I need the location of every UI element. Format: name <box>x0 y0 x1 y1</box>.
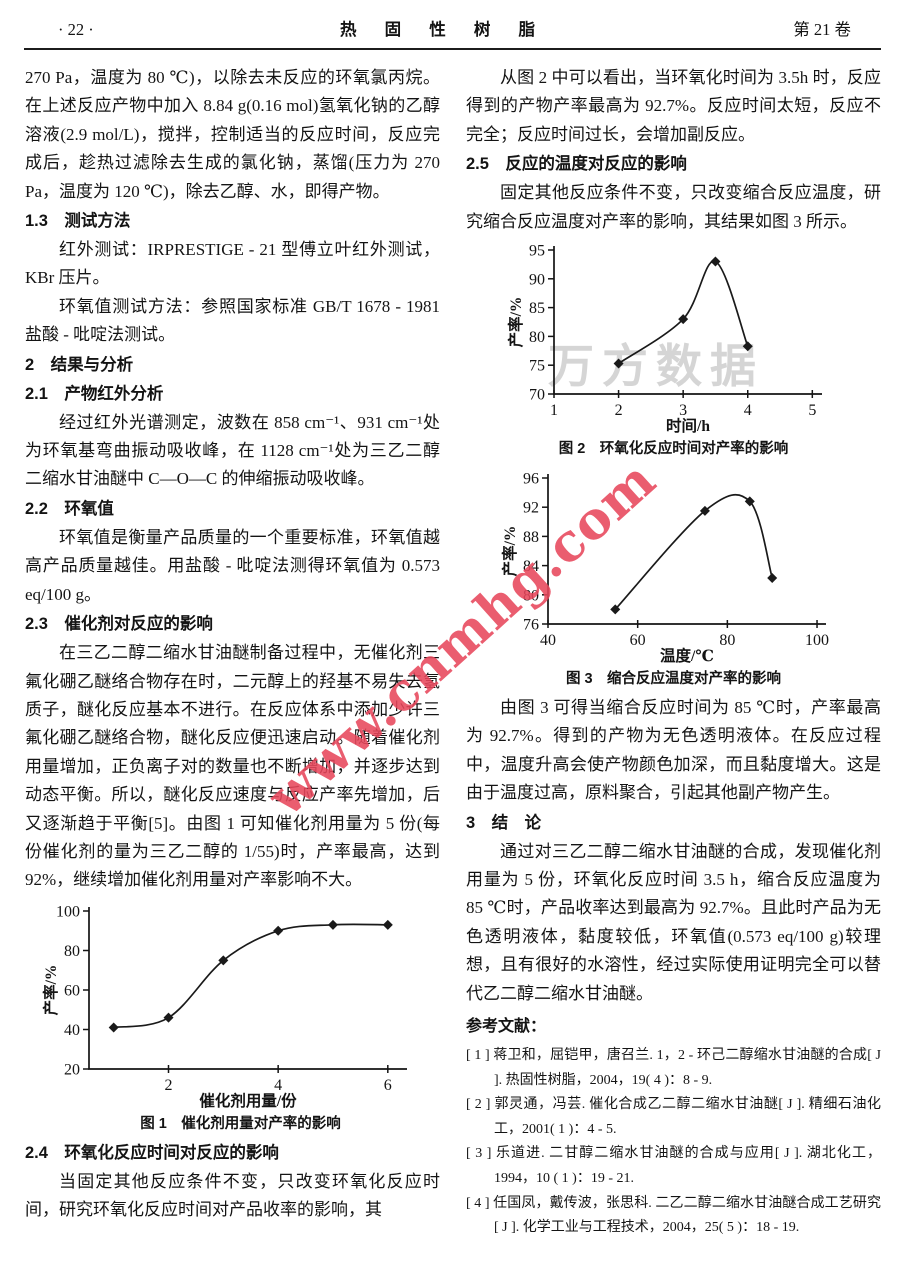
paragraph-figure3-discussion: 由图 3 可得当缩合反应时间为 85 ℃时，产率最高为 92.7%。得到的产物为… <box>466 698 881 803</box>
svg-text:80: 80 <box>523 587 539 604</box>
svg-text:40: 40 <box>64 1022 80 1039</box>
heading-2-2-epoxy-value: 2.2 环氧值 <box>25 499 114 518</box>
svg-text:4: 4 <box>274 1077 282 1094</box>
paragraph-experiment-continuation: 270 Pa，温度为 80 ℃)，以除去未反应的环氧氯丙烷。在上述反应产物中加入… <box>25 68 440 201</box>
svg-text:20: 20 <box>64 1061 80 1078</box>
reference-item-1: [ 1 ] 蒋卫和，屈铠甲，唐召兰. 1，2 - 环己二醇缩水甘油醚的合成[ J… <box>466 1048 881 1088</box>
svg-text:温度/℃: 温度/℃ <box>660 646 714 665</box>
paragraph-figure2-discussion: 从图 2 中可以看出，当环氧化时间为 3.5h 时，反应得到的产物产率最高为 9… <box>466 68 881 144</box>
svg-text:催化剂用量/份: 催化剂用量/份 <box>199 1091 297 1110</box>
svg-text:88: 88 <box>523 529 539 546</box>
paragraph-epoxy-value: 环氧值是衡量产品质量的一个重要标准，环氧值越高产品质量越佳。用盐酸 - 吡啶法测… <box>25 527 440 604</box>
svg-text:产率/%: 产率/% <box>500 526 519 577</box>
svg-text:75: 75 <box>529 358 545 375</box>
reference-item-4: [ 4 ] 任国凤，戴传波，张思科. 二乙二醇二缩水甘油醚合成工艺研究[ J ]… <box>466 1195 881 1236</box>
heading-2-5-temperature-effect: 2.5 反应的温度对反应的影响 <box>466 155 687 174</box>
svg-text:6: 6 <box>384 1077 392 1094</box>
svg-text:76: 76 <box>523 617 539 634</box>
svg-text:80: 80 <box>529 329 545 346</box>
journal-title: 热 固 性 树 脂 <box>340 20 547 39</box>
paragraph-catalyst-effect: 在三乙二醇二缩水甘油醚制备过程中，无催化剂三氟化硼乙醚络合物存在时，二元醇上的羟… <box>25 643 440 890</box>
svg-text:时间/h: 时间/h <box>666 416 710 435</box>
svg-text:3: 3 <box>679 402 687 419</box>
page-number: · 22 · <box>58 20 94 39</box>
two-column-body: 270 Pa，温度为 80 ℃)，以除去未反应的环氧氯丙烷。在上述反应产物中加入… <box>0 50 905 1241</box>
paragraph-ir-test: 红外测试：IRPRESTIGE - 21 型傅立叶红外测试，KBr 压片。 <box>25 240 440 288</box>
paragraph-epoxidation-time-intro: 当固定其他反应条件不变，只改变环氧化反应时间，研究环氧化反应时间对产品收率的影响… <box>25 1171 440 1220</box>
svg-text:产率/%: 产率/% <box>41 964 60 1015</box>
figure-2-caption: 图 2 环氧化反应时间对产率的影响 <box>558 441 789 458</box>
svg-text:1: 1 <box>550 402 558 419</box>
references-title: 参考文献： <box>466 1018 547 1036</box>
figure-2-line-chart: 70 75 80 85 90 95 1 2 3 4 5 时间/h 产率/% <box>506 240 881 438</box>
svg-text:60: 60 <box>64 982 80 999</box>
svg-text:100: 100 <box>805 632 829 649</box>
heading-2-1-ir-analysis: 2.1 产物红外分析 <box>25 384 164 403</box>
paragraph-temperature-intro: 固定其他反应条件不变，只改变缩合反应温度，研究缩合反应温度对产率的影响，其结果如… <box>466 183 881 231</box>
svg-text:85: 85 <box>529 300 545 317</box>
reference-item-3: [ 3 ] 乐道进. 二甘醇二缩水甘油醚的合成与应用[ J ]. 湖北化工，19… <box>466 1146 881 1187</box>
paragraph-epoxy-value-method: 环氧值测试方法：参照国家标准 GB/T 1678 - 1981 盐酸 - 吡啶法… <box>25 296 440 345</box>
svg-text:5: 5 <box>808 402 816 419</box>
figure-3-line-chart: 76 80 84 88 92 96 40 60 80 100 温度/℃ 产率/% <box>500 468 881 668</box>
svg-text:95: 95 <box>529 243 545 260</box>
svg-text:90: 90 <box>529 271 545 288</box>
svg-text:80: 80 <box>719 632 735 649</box>
heading-2-results: 2 结果与分析 <box>25 355 134 374</box>
svg-text:60: 60 <box>630 632 646 649</box>
svg-text:4: 4 <box>744 402 752 419</box>
svg-text:70: 70 <box>529 387 545 404</box>
svg-text:40: 40 <box>540 632 556 649</box>
svg-text:100: 100 <box>56 903 80 920</box>
svg-text:2: 2 <box>165 1077 173 1094</box>
right-column: 从图 2 中可以看出，当环氧化时间为 3.5h 时，反应得到的产物产率最高为 9… <box>466 64 881 1241</box>
figure-1: 20 40 60 80 100 2 4 6 催化剂用量/份 产率/% 图 1 催化剂用量对产率的影… <box>41 901 440 1135</box>
heading-2-3-catalyst-effect: 2.3 催化剂对反应的影响 <box>25 615 213 634</box>
figure-3-caption: 图 3 缩合反应温度对产率的影响 <box>565 671 782 688</box>
page-header: · 22 · 热 固 性 树 脂 第 21 卷 <box>24 0 881 50</box>
svg-text:2: 2 <box>615 402 623 419</box>
heading-3-conclusion: 3 结 论 <box>466 813 542 832</box>
figure-1-line-chart: 20 40 60 80 100 2 4 6 催化剂用量/份 产率/% <box>41 901 440 1113</box>
svg-text:80: 80 <box>64 943 80 960</box>
svg-text:84: 84 <box>523 558 539 575</box>
heading-1-3-test-methods: 1.3 测试方法 <box>25 212 131 231</box>
paragraph-ir-analysis: 经过红外光谱测定，波数在 858 cm⁻¹、931 cm⁻¹处为环氧基弯曲振动吸… <box>25 412 440 489</box>
figure-3: 76 80 84 88 92 96 40 60 80 100 温度/℃ 产率/% <box>500 468 881 668</box>
left-column: 270 Pa，温度为 80 ℃)，以除去未反应的环氧氯丙烷。在上述反应产物中加入… <box>25 64 440 1241</box>
figure-1-caption: 图 1 催化剂用量对产率的影响 <box>140 1115 341 1132</box>
svg-text:96: 96 <box>523 471 539 488</box>
reference-item-2: [ 2 ] 郭灵通，冯芸. 催化合成乙二醇二缩水甘油醚[ J ]. 精细石油化工… <box>466 1097 881 1137</box>
heading-2-4-epoxidation-time: 2.4 环氧化反应时间对反应的影响 <box>25 1143 279 1162</box>
figure-2: 70 75 80 85 90 95 1 2 3 4 5 时间/h 产率/% <box>506 240 881 438</box>
svg-text:92: 92 <box>523 500 539 517</box>
paragraph-conclusion: 通过对三乙二醇二缩水甘油醚的合成，发现催化剂用量为 5 份，环氧化反应时间 3.… <box>466 841 881 1003</box>
svg-text:产率/%: 产率/% <box>506 297 525 348</box>
volume-label: 第 21 卷 <box>793 20 851 39</box>
